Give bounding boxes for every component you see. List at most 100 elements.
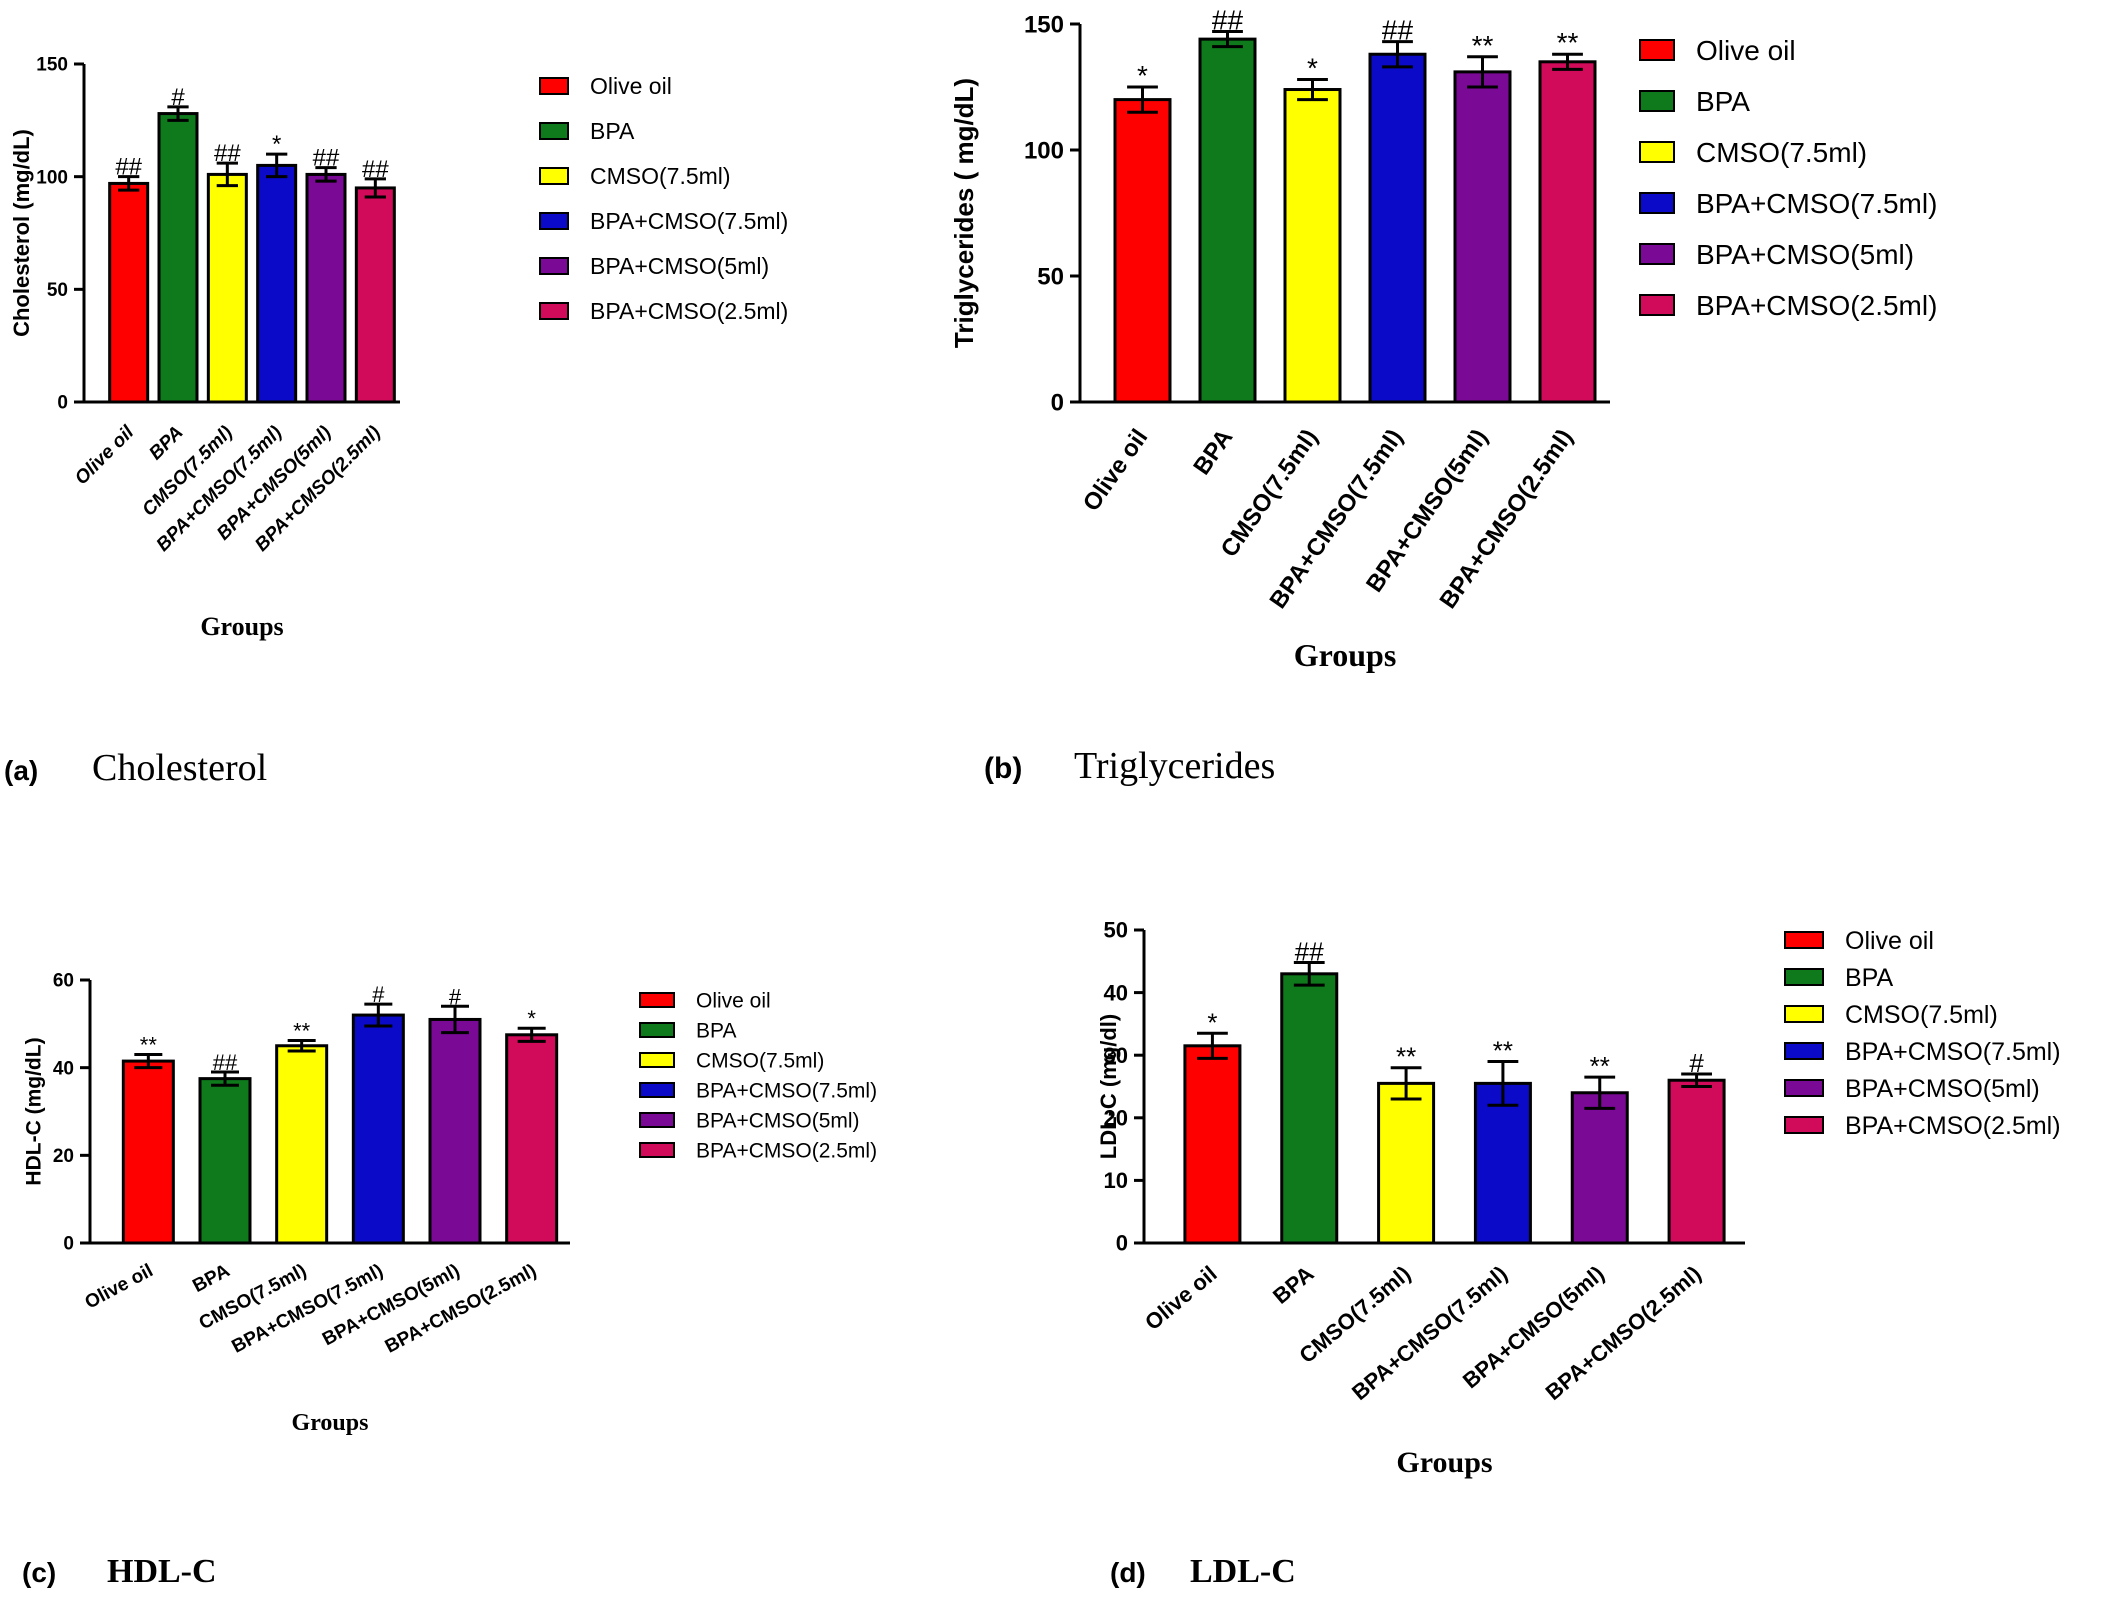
bar-2 — [1198, 37, 1257, 404]
y-tick-label: 20 — [53, 1146, 74, 1167]
panel-label: (d) — [1110, 1557, 1146, 1588]
significance-mark: # — [171, 84, 185, 111]
y-tick-label: 40 — [53, 1058, 74, 1079]
legend-item-label: BPA — [1696, 86, 1750, 117]
panel-name: HDL-C — [107, 1553, 217, 1590]
bar-2 — [157, 112, 199, 404]
y-tick-label: 0 — [63, 1234, 74, 1255]
significance-mark: ** — [293, 1018, 311, 1043]
legend-item-label: BPA+CMSO(2.5ml) — [696, 1139, 877, 1162]
bar-6 — [354, 186, 396, 404]
x-tick-label: Olive oil — [82, 1260, 157, 1313]
significance-mark: ## — [1212, 5, 1244, 36]
significance-mark: ## — [1382, 15, 1414, 46]
panel-name: Triglycerides — [1074, 745, 1275, 787]
legend-swatch — [1639, 294, 1675, 316]
bar-5 — [1453, 70, 1512, 404]
bar-3 — [206, 172, 248, 404]
legend-item-label: BPA+CMSO(2.5ml) — [590, 298, 788, 324]
legend-swatch — [539, 302, 569, 320]
legend-item-label: Olive oil — [590, 73, 672, 99]
legend-item-label: CMSO(7.5ml) — [1845, 1001, 1998, 1029]
bar-6 — [1538, 60, 1597, 404]
significance-mark: # — [1689, 1048, 1704, 1078]
legend-item-label: BPA+CMSO(5ml) — [1845, 1075, 2040, 1103]
legend-item-label: BPA+CMSO(5ml) — [1696, 239, 1914, 270]
legend-swatch — [539, 212, 569, 230]
significance-mark: # — [372, 982, 385, 1007]
significance-mark: ## — [214, 140, 241, 167]
y-tick-label: 0 — [57, 393, 68, 414]
significance-mark: ## — [362, 156, 389, 183]
bar-4 — [1368, 52, 1427, 404]
x-axis-title: Groups — [200, 612, 283, 641]
significance-mark: ** — [1590, 1051, 1610, 1081]
legend-swatch — [1784, 1042, 1824, 1060]
panel-label: (a) — [4, 755, 38, 786]
significance-mark: ** — [1472, 30, 1494, 61]
legend-item-label: BPA+CMSO(2.5ml) — [1845, 1112, 2061, 1140]
significance-mark: ** — [140, 1033, 158, 1058]
y-axis-title: HDL-C (mg/dL) — [23, 1037, 46, 1185]
y-tick-label: 40 — [1104, 980, 1128, 1005]
bar-6 — [1667, 1078, 1726, 1245]
y-tick-label: 10 — [1104, 1168, 1128, 1193]
panel-label: (b) — [984, 752, 1022, 785]
legend-swatch — [1639, 141, 1675, 163]
y-tick-label: 150 — [1024, 11, 1064, 38]
x-tick-label: BPA — [145, 422, 187, 464]
legend-item-label: BPA+CMSO(7.5ml) — [1845, 1038, 2061, 1066]
legend-swatch — [1784, 1005, 1824, 1023]
legend-item-label: CMSO(7.5ml) — [1696, 137, 1867, 168]
bar-4 — [256, 163, 298, 404]
legend-item-label: Olive oil — [1845, 927, 1934, 955]
bar-1 — [1183, 1044, 1242, 1245]
y-tick-label: 50 — [1037, 263, 1064, 290]
significance-mark: # — [449, 984, 462, 1009]
y-tick-label: 30 — [1104, 1043, 1128, 1068]
legend-swatch — [639, 1142, 675, 1158]
significance-mark: ## — [115, 154, 142, 181]
legend-swatch — [539, 77, 569, 95]
y-axis-title: Cholesterol (mg/dL) — [9, 129, 34, 337]
significance-mark: ** — [1493, 1035, 1513, 1065]
bar-2 — [1280, 972, 1339, 1245]
panel-name: Cholesterol — [92, 747, 267, 789]
significance-mark: * — [1207, 1007, 1217, 1037]
significance-mark: ## — [213, 1050, 238, 1075]
legend-swatch — [639, 992, 675, 1008]
legend-item-label: BPA+CMSO(5ml) — [590, 253, 769, 279]
x-tick-label: BPA — [1268, 1261, 1318, 1309]
bar-6 — [505, 1033, 559, 1245]
legend-swatch — [1784, 1116, 1824, 1134]
legend-swatch — [1639, 39, 1675, 61]
significance-mark: * — [527, 1006, 536, 1031]
legend-item-label: Olive oil — [1696, 35, 1796, 66]
legend-item-label: BPA+CMSO(5ml) — [696, 1109, 860, 1132]
chart-panel-4: 0 10 20 30 40 50 LDL-C (mg/dl) * Olive oil ## BPA *… — [1096, 918, 2061, 1590]
panel-name: LDL-C — [1190, 1553, 1296, 1590]
legend-item-label: BPA — [590, 118, 635, 144]
chart-panel-2: 0 50 100 150 Triglycerides ( mg/dL) * Olive oi… — [949, 5, 1937, 787]
bar-5 — [305, 172, 347, 404]
y-tick-label: 20 — [1104, 1106, 1128, 1131]
bar-3 — [1283, 88, 1342, 404]
significance-mark: * — [1307, 52, 1318, 83]
bar-4 — [351, 1013, 405, 1245]
legend-swatch — [1784, 931, 1824, 949]
bar-3 — [1377, 1081, 1436, 1245]
legend-swatch — [639, 1022, 675, 1038]
legend-swatch — [539, 167, 569, 185]
bar-5 — [428, 1017, 482, 1245]
bar-1 — [108, 181, 150, 404]
legend-item-label: BPA+CMSO(7.5ml) — [590, 208, 788, 234]
y-tick-label: 0 — [1116, 1231, 1128, 1256]
y-tick-label: 150 — [36, 55, 68, 76]
legend-swatch — [539, 122, 569, 140]
x-tick-label: BPA — [1188, 424, 1238, 480]
legend-swatch — [639, 1112, 675, 1128]
x-tick-label: BPA+CMSO(2.5ml) — [1541, 1261, 1706, 1405]
bar-2 — [198, 1077, 252, 1245]
